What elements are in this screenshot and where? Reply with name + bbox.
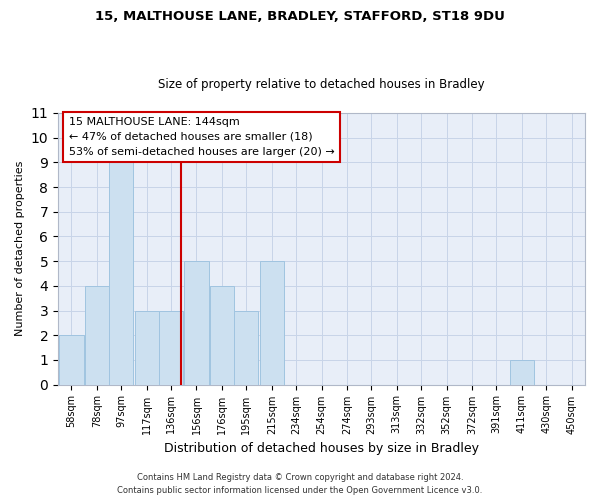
Text: 15, MALTHOUSE LANE, BRADLEY, STAFFORD, ST18 9DU: 15, MALTHOUSE LANE, BRADLEY, STAFFORD, S…: [95, 10, 505, 23]
Text: 15 MALTHOUSE LANE: 144sqm
← 47% of detached houses are smaller (18)
53% of semi-: 15 MALTHOUSE LANE: 144sqm ← 47% of detac…: [68, 117, 334, 156]
Bar: [260, 261, 284, 384]
Y-axis label: Number of detached properties: Number of detached properties: [15, 161, 25, 336]
Bar: [210, 286, 234, 384]
Bar: [159, 310, 183, 384]
Title: Size of property relative to detached houses in Bradley: Size of property relative to detached ho…: [158, 78, 485, 91]
Text: Contains HM Land Registry data © Crown copyright and database right 2024.
Contai: Contains HM Land Registry data © Crown c…: [118, 474, 482, 495]
Bar: [134, 310, 159, 384]
Bar: [184, 261, 209, 384]
X-axis label: Distribution of detached houses by size in Bradley: Distribution of detached houses by size …: [164, 442, 479, 455]
Bar: [59, 335, 83, 384]
Bar: [109, 162, 133, 384]
Bar: [85, 286, 109, 384]
Bar: [510, 360, 534, 384]
Bar: [234, 310, 259, 384]
